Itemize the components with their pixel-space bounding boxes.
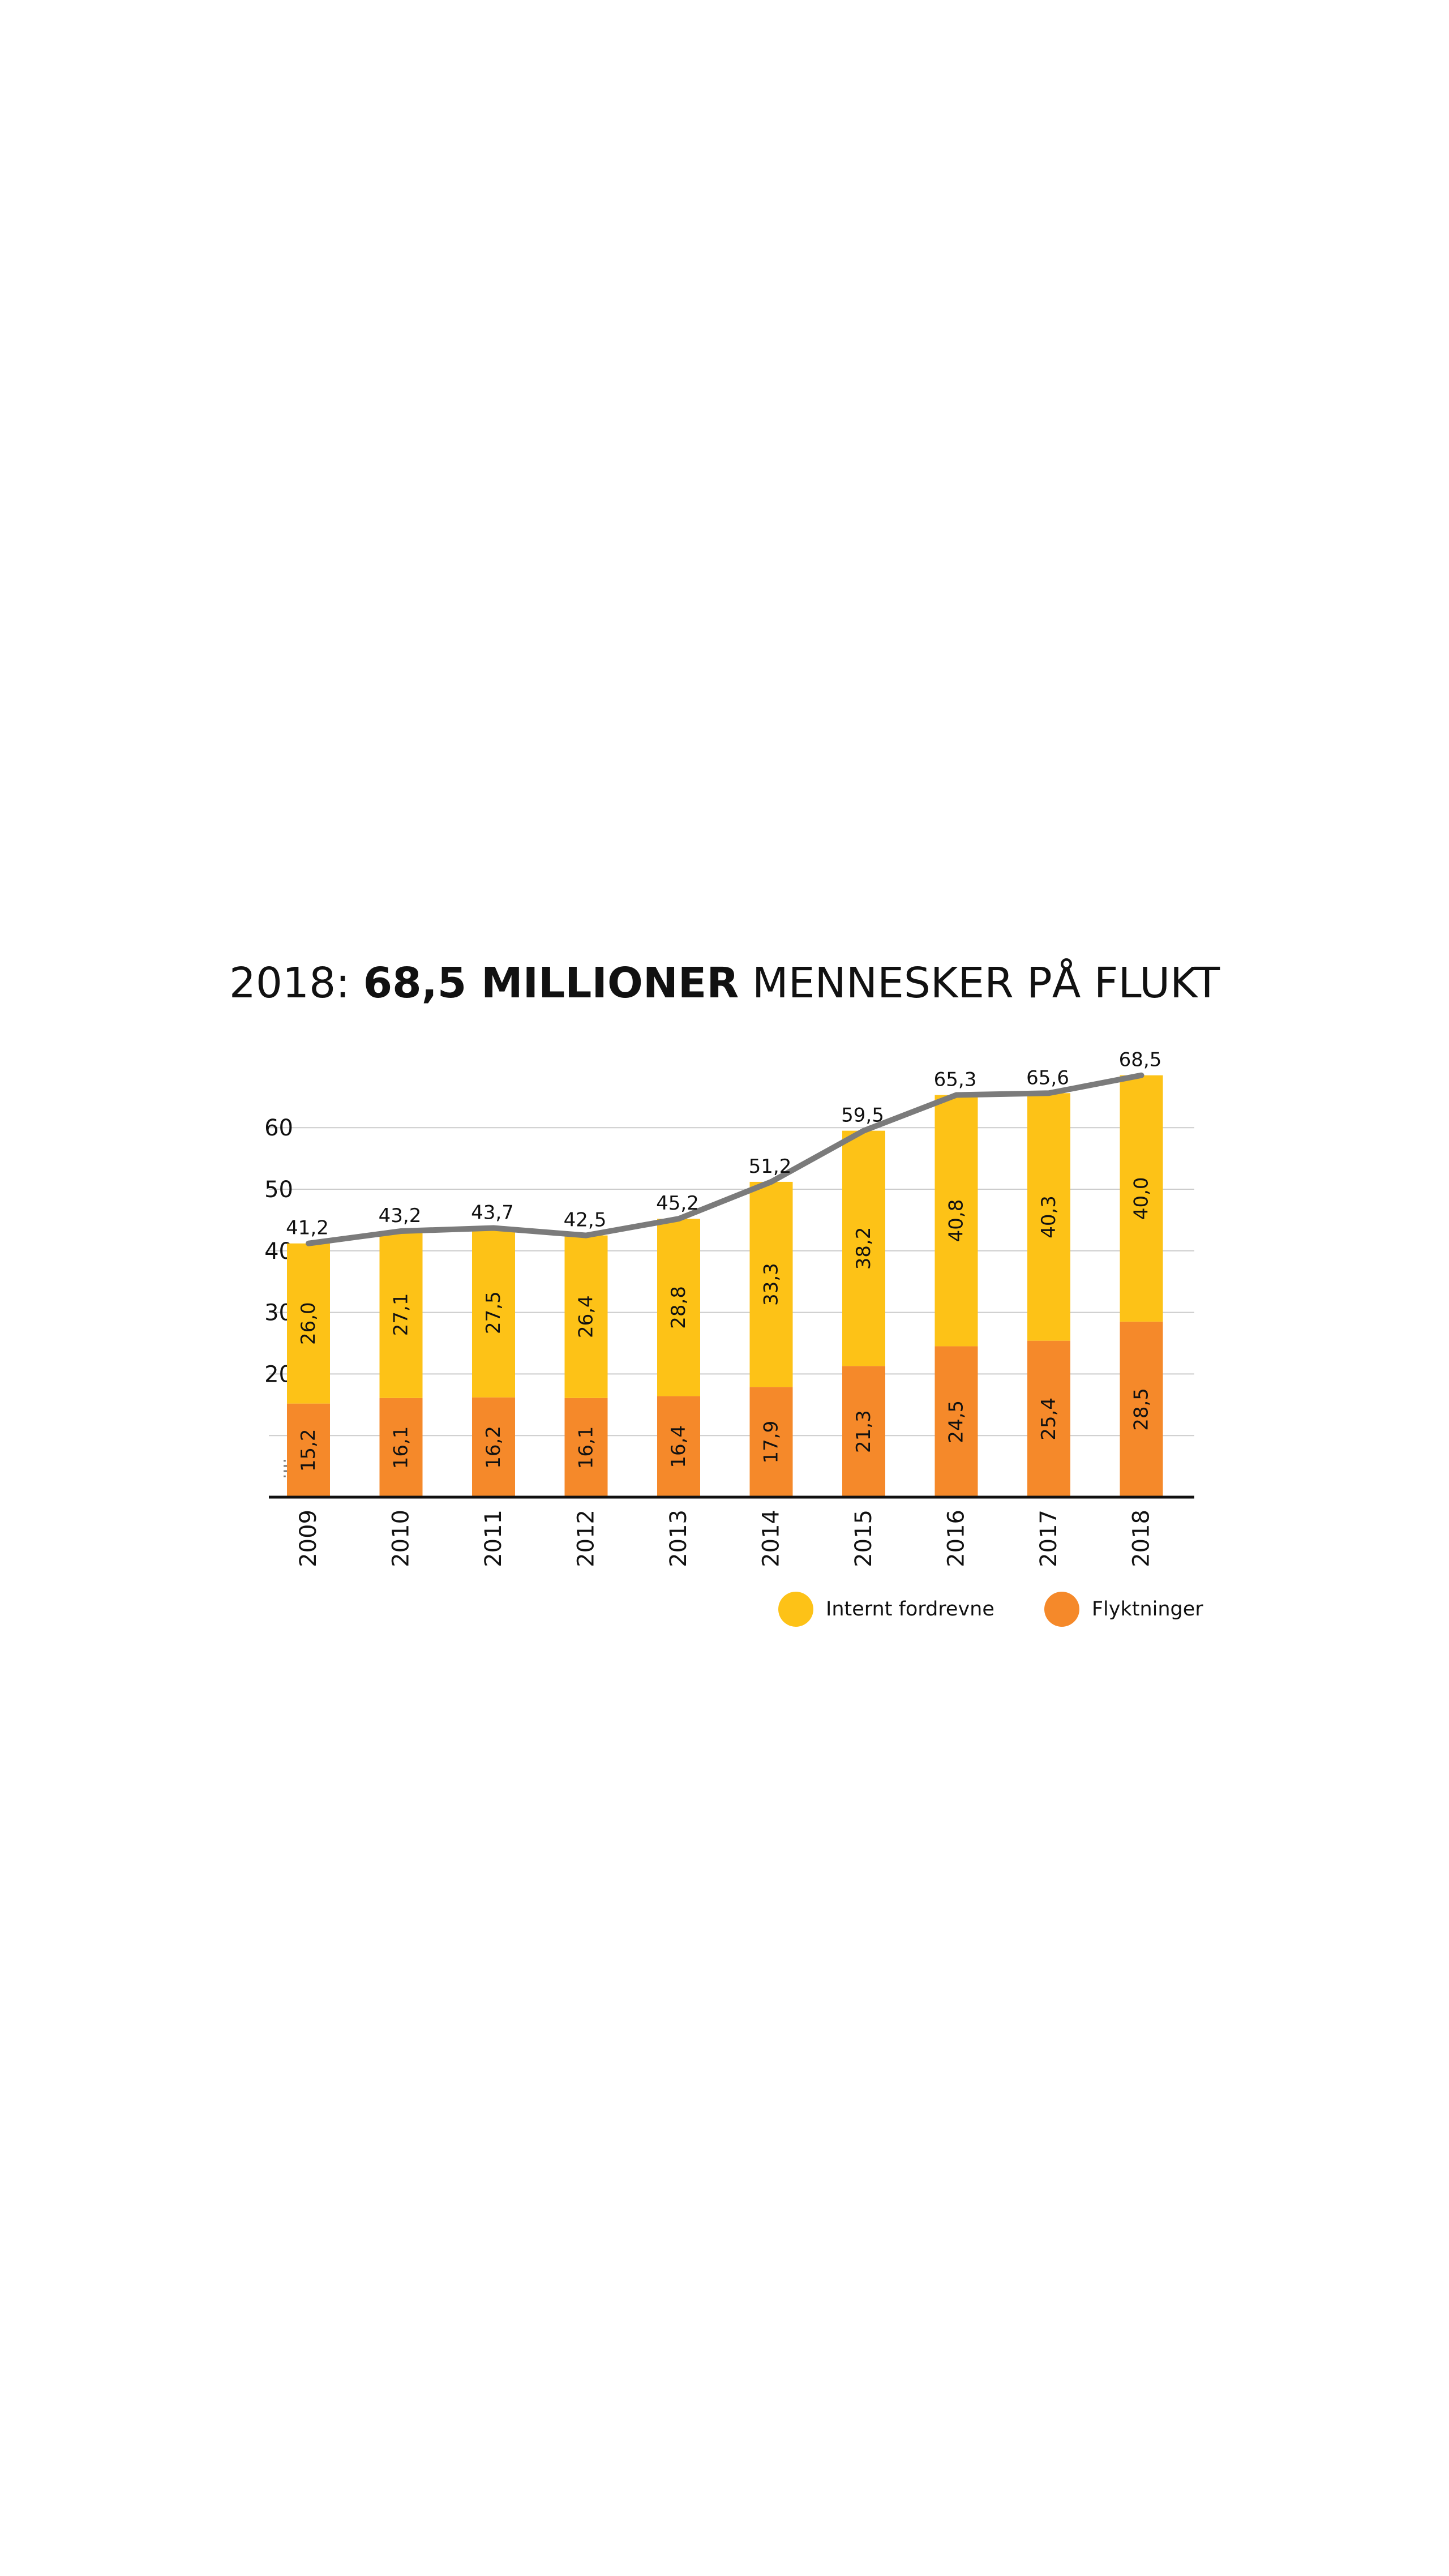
- bar-segment-flyktninger: [1120, 1321, 1163, 1497]
- total-label: 65,3: [934, 1069, 977, 1091]
- x-tick-label: 2015: [851, 1510, 877, 1567]
- legend-label-internt-fordrevne: Internt fordrevne: [826, 1598, 994, 1621]
- title-prefix: 2018:: [229, 959, 363, 1008]
- bar-segment-flyktninger: [379, 1398, 423, 1497]
- x-tick-label: 2014: [758, 1510, 784, 1567]
- data-label-internt-fordrevne: 33,3: [760, 1263, 783, 1306]
- bar-segment-internt-fordrevne: [657, 1219, 700, 1396]
- data-label-flyktninger: 16,2: [482, 1426, 505, 1469]
- data-label-flyktninger: 28,5: [1130, 1388, 1153, 1431]
- bar-segment-flyktninger: [1027, 1340, 1070, 1497]
- data-label-flyktninger: 16,1: [575, 1426, 598, 1469]
- total-label: 45,2: [656, 1192, 699, 1215]
- total-label: 59,5: [841, 1104, 884, 1127]
- bar-segment-flyktninger: [749, 1387, 793, 1497]
- y-tick-label: 50: [264, 1177, 293, 1203]
- data-label-flyktninger: 15,2: [297, 1429, 320, 1472]
- data-label-flyktninger: 25,4: [1038, 1398, 1060, 1441]
- bar-segment-internt-fordrevne: [749, 1181, 793, 1387]
- bar-segment-flyktninger: [842, 1366, 885, 1497]
- chart-title: 2018: 68,5 MILLIONER MENNESKER PÅ FLUKT: [0, 958, 1449, 1009]
- data-label-flyktninger: 16,1: [390, 1426, 413, 1469]
- x-tick-label: 2017: [1036, 1510, 1062, 1567]
- bar-segment-flyktninger: [472, 1397, 515, 1497]
- data-label-flyktninger: 24,5: [945, 1400, 968, 1443]
- bar-segment-internt-fordrevne: [564, 1235, 608, 1398]
- data-label-flyktninger: 17,9: [760, 1421, 783, 1464]
- data-label-internt-fordrevne: 27,5: [482, 1291, 505, 1334]
- bar-segment-internt-fordrevne: [1120, 1075, 1163, 1322]
- bar-segment-internt-fordrevne: [842, 1130, 885, 1366]
- legend-swatch-internt-fordrevne: [778, 1592, 813, 1627]
- bar-segment-internt-fordrevne: [287, 1243, 330, 1404]
- title-bold: 68,5 MILLIONER: [363, 959, 739, 1008]
- data-label-internt-fordrevne: 40,3: [1038, 1195, 1060, 1238]
- total-label: 41,2: [286, 1217, 329, 1240]
- bar-segment-flyktninger: [657, 1396, 700, 1497]
- legend-label-flyktninger: Flyktninger: [1091, 1598, 1203, 1621]
- data-label-internt-fordrevne: 26,0: [297, 1302, 320, 1345]
- data-label-flyktninger: 16,4: [667, 1425, 690, 1468]
- data-label-internt-fordrevne: 27,1: [390, 1293, 413, 1336]
- data-label-internt-fordrevne: 40,8: [945, 1199, 968, 1242]
- data-label-internt-fordrevne: 26,4: [575, 1295, 598, 1338]
- data-label-internt-fordrevne: 28,8: [667, 1286, 690, 1329]
- bar-segment-flyktninger: [564, 1398, 608, 1497]
- total-label: 51,2: [749, 1155, 792, 1178]
- total-label: 68,5: [1119, 1049, 1162, 1071]
- total-label: 65,6: [1026, 1066, 1069, 1089]
- total-label: 42,5: [564, 1209, 607, 1232]
- total-line: [306, 1072, 1144, 1246]
- legend-item-internt-fordrevne: Internt fordrevne: [778, 1592, 994, 1627]
- x-tick-label: 2018: [1129, 1510, 1155, 1567]
- legend-swatch-flyktninger: [1044, 1592, 1079, 1627]
- data-label-flyktninger: 21,3: [852, 1410, 875, 1453]
- chart-legend: Internt fordrevne Flyktninger: [778, 1591, 1203, 1628]
- x-tick-label: 2009: [295, 1510, 321, 1567]
- bar-segment-flyktninger: [934, 1346, 978, 1497]
- bar-segment-internt-fordrevne: [379, 1231, 423, 1398]
- bar-segment-internt-fordrevne: [472, 1228, 515, 1398]
- bar-segment-internt-fordrevne: [934, 1095, 978, 1347]
- x-tick-label: 2013: [666, 1510, 692, 1567]
- x-tick-label: 2016: [944, 1510, 970, 1567]
- x-tick-label: 2010: [388, 1510, 414, 1567]
- title-suffix: MENNESKER PÅ FLUKT: [739, 959, 1220, 1008]
- total-label: 43,7: [471, 1202, 514, 1224]
- total-label: 43,2: [379, 1205, 422, 1227]
- x-tick-label: 2012: [573, 1510, 599, 1567]
- bar-segment-flyktninger: [287, 1403, 330, 1497]
- y-tick-label: 60: [264, 1115, 293, 1141]
- bar-segment-internt-fordrevne: [1027, 1093, 1070, 1341]
- legend-item-flyktninger: Flyktninger: [1044, 1592, 1203, 1627]
- data-label-internt-fordrevne: 38,2: [852, 1227, 875, 1270]
- x-tick-label: 2011: [481, 1510, 507, 1567]
- data-label-internt-fordrevne: 40,0: [1130, 1177, 1153, 1220]
